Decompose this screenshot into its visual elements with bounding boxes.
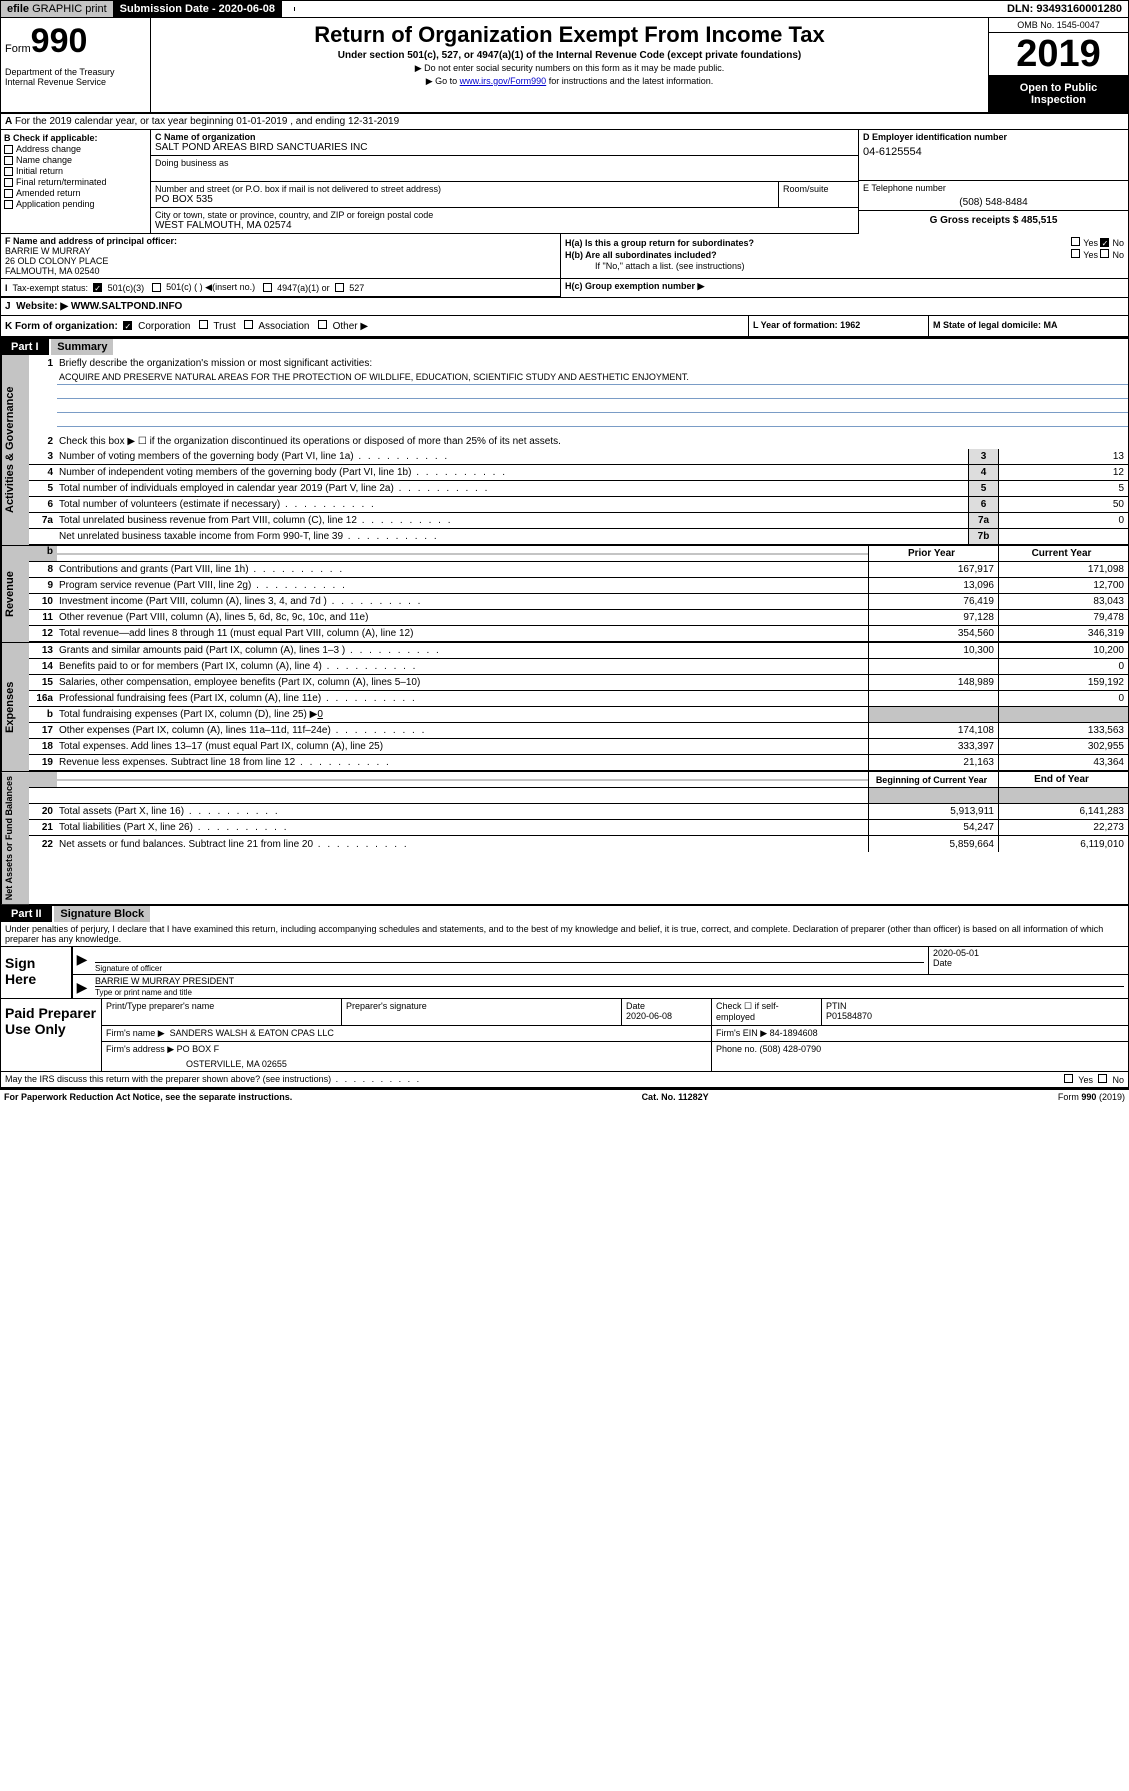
part-1-title: Summary (51, 339, 113, 355)
org-name: SALT POND AREAS BIRD SANCTUARIES INC (155, 142, 854, 153)
calendar-year-line: A For the 2019 calendar year, or tax yea… (1, 114, 1128, 130)
officer-signature-field[interactable]: Signature of officer (91, 947, 928, 974)
org-name-box: C Name of organization SALT POND AREAS B… (151, 130, 858, 156)
mission-text: ACQUIRE AND PRESERVE NATURAL AREAS FOR T… (57, 371, 1128, 385)
irs-label: Internal Revenue Service (5, 77, 146, 87)
paid-preparer-label: Paid Preparer Use Only (1, 999, 101, 1071)
checkbox-527[interactable] (335, 283, 344, 292)
part-1-header-row: Part I Summary (0, 339, 1129, 355)
tax-year: 2019 (989, 33, 1128, 76)
checkbox-501c[interactable] (152, 283, 161, 292)
sign-arrow-icon: ▶ (73, 947, 91, 974)
officer-name-field: BARRIE W MURRAY PRESIDENT Type or print … (91, 975, 1128, 998)
form-note-1: ▶ Do not enter social security numbers o… (155, 63, 984, 74)
vtab-expenses: Expenses (1, 643, 29, 771)
checkbox-other[interactable] (318, 320, 327, 329)
submission-date-spacer (282, 7, 295, 11)
form-right: OMB No. 1545-0047 2019 Open to Public In… (988, 18, 1128, 112)
city-box: City or town, state or province, country… (151, 208, 858, 234)
gross-receipts: G Gross receipts $ 485,515 (859, 211, 1128, 230)
activities-governance-block: Activities & Governance 1Briefly describ… (0, 355, 1129, 546)
form-subtitle: Under section 501(c), 527, or 4947(a)(1)… (155, 50, 984, 61)
checkbox-ha-no[interactable]: ✓ (1100, 238, 1109, 247)
checkbox-amended-return[interactable] (4, 189, 13, 198)
top-bar: efile GRAPHIC print Submission Date - 20… (0, 0, 1129, 18)
k-row: K Form of organization: ✓ Corporation Tr… (1, 316, 1128, 338)
part-1-header: Part I (1, 339, 49, 355)
part-2-header-row: Part II Signature Block (0, 906, 1129, 922)
instructions-link[interactable]: www.irs.gov/Form990 (460, 76, 547, 86)
hb-note: If "No," attach a list. (see instruction… (565, 261, 1124, 271)
section-header-block: A For the 2019 calendar year, or tax yea… (0, 114, 1129, 339)
firm-address-box: Firm's address ▶ PO BOX F OSTERVILLE, MA… (101, 1042, 711, 1071)
firm-phone-box: Phone no. (508) 428-0790 (711, 1042, 1128, 1071)
discuss-row: May the IRS discuss this return with the… (1, 1071, 1128, 1087)
checkbox-discuss-yes[interactable] (1064, 1074, 1073, 1083)
firm-ein-box: Firm's EIN ▶ 84-1894608 (711, 1026, 1128, 1041)
omb-label: OMB No. 1545-0047 (989, 18, 1128, 33)
tax-exempt-row: I Tax-exempt status: ✓ 501(c)(3) 501(c) … (1, 279, 561, 297)
h-group-box: H(a) Is this a group return for subordin… (561, 234, 1128, 278)
form-note-2: ▶ Go to www.irs.gov/Form990 for instruct… (155, 76, 984, 87)
dln-label: DLN: 93493160001280 (1001, 1, 1128, 17)
form-left: Form990 Department of the Treasury Inter… (1, 18, 151, 112)
checkbox-hb-no[interactable] (1100, 249, 1109, 258)
checkbox-assoc[interactable] (244, 320, 253, 329)
form-header: Form990 Department of the Treasury Inter… (0, 18, 1129, 114)
telephone-box: E Telephone number (508) 548-8484 (859, 181, 1128, 211)
vtab-revenue: Revenue (1, 546, 29, 642)
net-assets-block: Net Assets or Fund Balances Beginning of… (0, 772, 1129, 906)
col-right: D Employer identification number 04-6125… (858, 130, 1128, 234)
checkbox-corp[interactable]: ✓ (123, 321, 132, 330)
open-public-label: Open to Public Inspection (989, 76, 1128, 112)
footer: For Paperwork Reduction Act Notice, see … (0, 1088, 1129, 1104)
submission-date-label: Submission Date - 2020-06-08 (114, 1, 282, 17)
ptin-box: PTINP01584870 (821, 999, 1128, 1025)
col-b-checkboxes: B Check if applicable: Address change Na… (1, 130, 151, 234)
address-box: Number and street (or P.O. box if mail i… (151, 182, 778, 208)
firm-name-box: Firm's name ▶ SANDERS WALSH & EATON CPAS… (101, 1026, 711, 1041)
checkbox-name-change[interactable] (4, 156, 13, 165)
form-number: Form990 (5, 22, 146, 61)
checkbox-address-change[interactable] (4, 145, 13, 154)
revenue-block: Revenue bPrior YearCurrent Year 8Contrib… (0, 546, 1129, 643)
form-title: Return of Organization Exempt From Incom… (155, 22, 984, 48)
efile-label: efile GRAPHIC print (1, 1, 114, 17)
dba-box: Doing business as (151, 156, 858, 182)
ein-box: D Employer identification number 04-6125… (859, 130, 1128, 181)
signature-block: Under penalties of perjury, I declare th… (0, 922, 1129, 1088)
col-cd: C Name of organization SALT POND AREAS B… (151, 130, 858, 234)
checkbox-discuss-no[interactable] (1098, 1074, 1107, 1083)
checkbox-trust[interactable] (199, 320, 208, 329)
checkbox-application-pending[interactable] (4, 200, 13, 209)
form-center: Return of Organization Exempt From Incom… (151, 18, 988, 112)
principal-officer-box: F Name and address of principal officer:… (1, 234, 561, 278)
checkbox-hb-yes[interactable] (1071, 249, 1080, 258)
part-2-title: Signature Block (54, 906, 150, 922)
part-2-header: Part II (1, 906, 52, 922)
website-row: J Website: ▶ WWW.SALTPOND.INFO (1, 298, 1128, 316)
year-formation: L Year of formation: 1962 (748, 316, 928, 336)
checkbox-initial-return[interactable] (4, 167, 13, 176)
preparer-sig-header: Preparer's signature (341, 999, 621, 1025)
vtab-activities: Activities & Governance (1, 355, 29, 545)
checkbox-final-return[interactable] (4, 178, 13, 187)
dept-label: Department of the Treasury (5, 67, 146, 77)
state-domicile: M State of legal domicile: MA (928, 316, 1128, 336)
self-employed-check: Check ☐ if self-employed (711, 999, 821, 1025)
hc-row: H(c) Group exemption number ▶ (561, 279, 1128, 297)
sign-here-label: Sign Here (1, 947, 71, 998)
checkbox-4947[interactable] (263, 283, 272, 292)
preparer-date: Date2020-06-08 (621, 999, 711, 1025)
vtab-net-assets: Net Assets or Fund Balances (1, 772, 29, 904)
preparer-name-header: Print/Type preparer's name (101, 999, 341, 1025)
checkbox-ha-yes[interactable] (1071, 237, 1080, 246)
room-suite-box: Room/suite (778, 182, 858, 208)
checkbox-501c3[interactable]: ✓ (93, 283, 102, 292)
perjury-text: Under penalties of perjury, I declare th… (1, 922, 1128, 947)
name-arrow-icon: ▶ (73, 975, 91, 998)
signature-date-field: 2020-05-01 Date (928, 947, 1128, 974)
expenses-block: Expenses 13Grants and similar amounts pa… (0, 643, 1129, 772)
